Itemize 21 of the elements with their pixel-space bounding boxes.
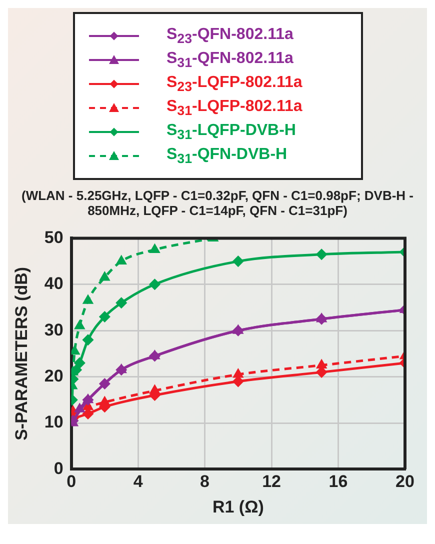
- legend-label: S$_{31}$-LQFP-802.11a: [166, 98, 302, 118]
- x-tick-label: 16: [328, 472, 348, 492]
- y-tick-label: 10: [44, 412, 64, 432]
- x-tick-label: 12: [262, 472, 281, 492]
- y-tick-label: 50: [44, 228, 64, 247]
- y-tick-label: 40: [44, 274, 64, 294]
- legend-label: S$_{31}$-QFN-802.11a: [166, 50, 294, 70]
- x-tick-label: 20: [396, 472, 414, 492]
- legend-label: S$_{31}$-LQFP-DVB-H: [166, 122, 296, 142]
- x-tick-label: 4: [133, 472, 144, 492]
- y-tick-label: 0: [54, 458, 64, 478]
- legend-label: S$_{31}$-QFN-DVB-H: [166, 146, 288, 166]
- y-tick-label: 30: [44, 320, 64, 340]
- y-tick-label: 20: [44, 366, 64, 386]
- chart-subtitle: (WLAN - 5.25GHz, LQFP - C1=0.32pF, QFN - C1=0.98pF; DVB-H - 850MHz, LQFP - C1=14pF, QFN - C1=31pF): [20, 188, 414, 218]
- legend-label: S$_{23}$-LQFP-802.11a: [166, 74, 302, 94]
- x-tick-label: 8: [200, 472, 210, 492]
- x-axis-title: R1 (Ω): [212, 497, 264, 516]
- legend-label: S$_{23}$-QFN-802.11a: [166, 26, 294, 46]
- x-tick-label: 0: [66, 472, 76, 492]
- y-axis-title: S-PARAMETERS (dB): [12, 266, 31, 440]
